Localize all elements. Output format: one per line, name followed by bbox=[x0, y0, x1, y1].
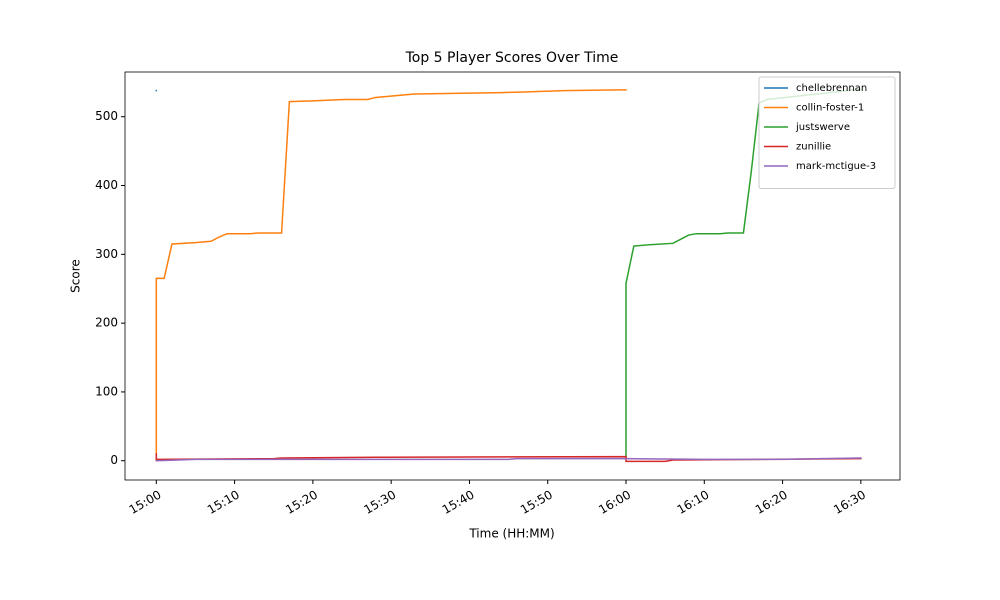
series-line bbox=[155, 89, 627, 462]
series-line bbox=[625, 88, 862, 459]
legend-label: collin-foster-1 bbox=[796, 103, 864, 114]
y-tick-label: 100 bbox=[95, 384, 118, 398]
x-tick-label: 15:50 bbox=[518, 488, 555, 517]
legend-label: justswerve bbox=[795, 122, 850, 133]
y-tick-label: 500 bbox=[95, 109, 118, 123]
x-axis-label: Time (HH:MM) bbox=[468, 527, 554, 541]
y-tick-label: 200 bbox=[95, 316, 118, 330]
legend-label: zunillie bbox=[796, 142, 831, 153]
series-line bbox=[155, 457, 862, 462]
x-tick-label: 16:30 bbox=[831, 488, 868, 517]
x-tick-label: 15:10 bbox=[205, 488, 242, 517]
x-tick-label: 15:30 bbox=[361, 488, 398, 517]
x-tick-label: 15:20 bbox=[283, 488, 320, 517]
x-tick-label: 16:10 bbox=[675, 488, 712, 517]
legend: chellebrennan collin-foster-1 justswerve zu… bbox=[758, 76, 896, 189]
x-tick-label: 15:00 bbox=[127, 488, 164, 517]
y-tick-label: 300 bbox=[95, 247, 118, 261]
legend-box bbox=[758, 76, 896, 189]
chart-title: Top 5 Player Scores Over Time bbox=[405, 50, 619, 66]
x-tick-label: 16:20 bbox=[753, 488, 790, 517]
series-line bbox=[155, 453, 862, 463]
y-axis-label: Score bbox=[69, 259, 83, 293]
x-tick-label: 16:00 bbox=[596, 488, 633, 517]
x-tick-label: 15:40 bbox=[440, 488, 477, 517]
plot-frame bbox=[124, 71, 901, 481]
legend-label: chellebrennan bbox=[796, 83, 867, 94]
y-tick-label: 0 bbox=[110, 453, 118, 467]
legend-label: mark-mctigue-3 bbox=[796, 161, 876, 172]
y-tick-label: 400 bbox=[95, 178, 118, 192]
